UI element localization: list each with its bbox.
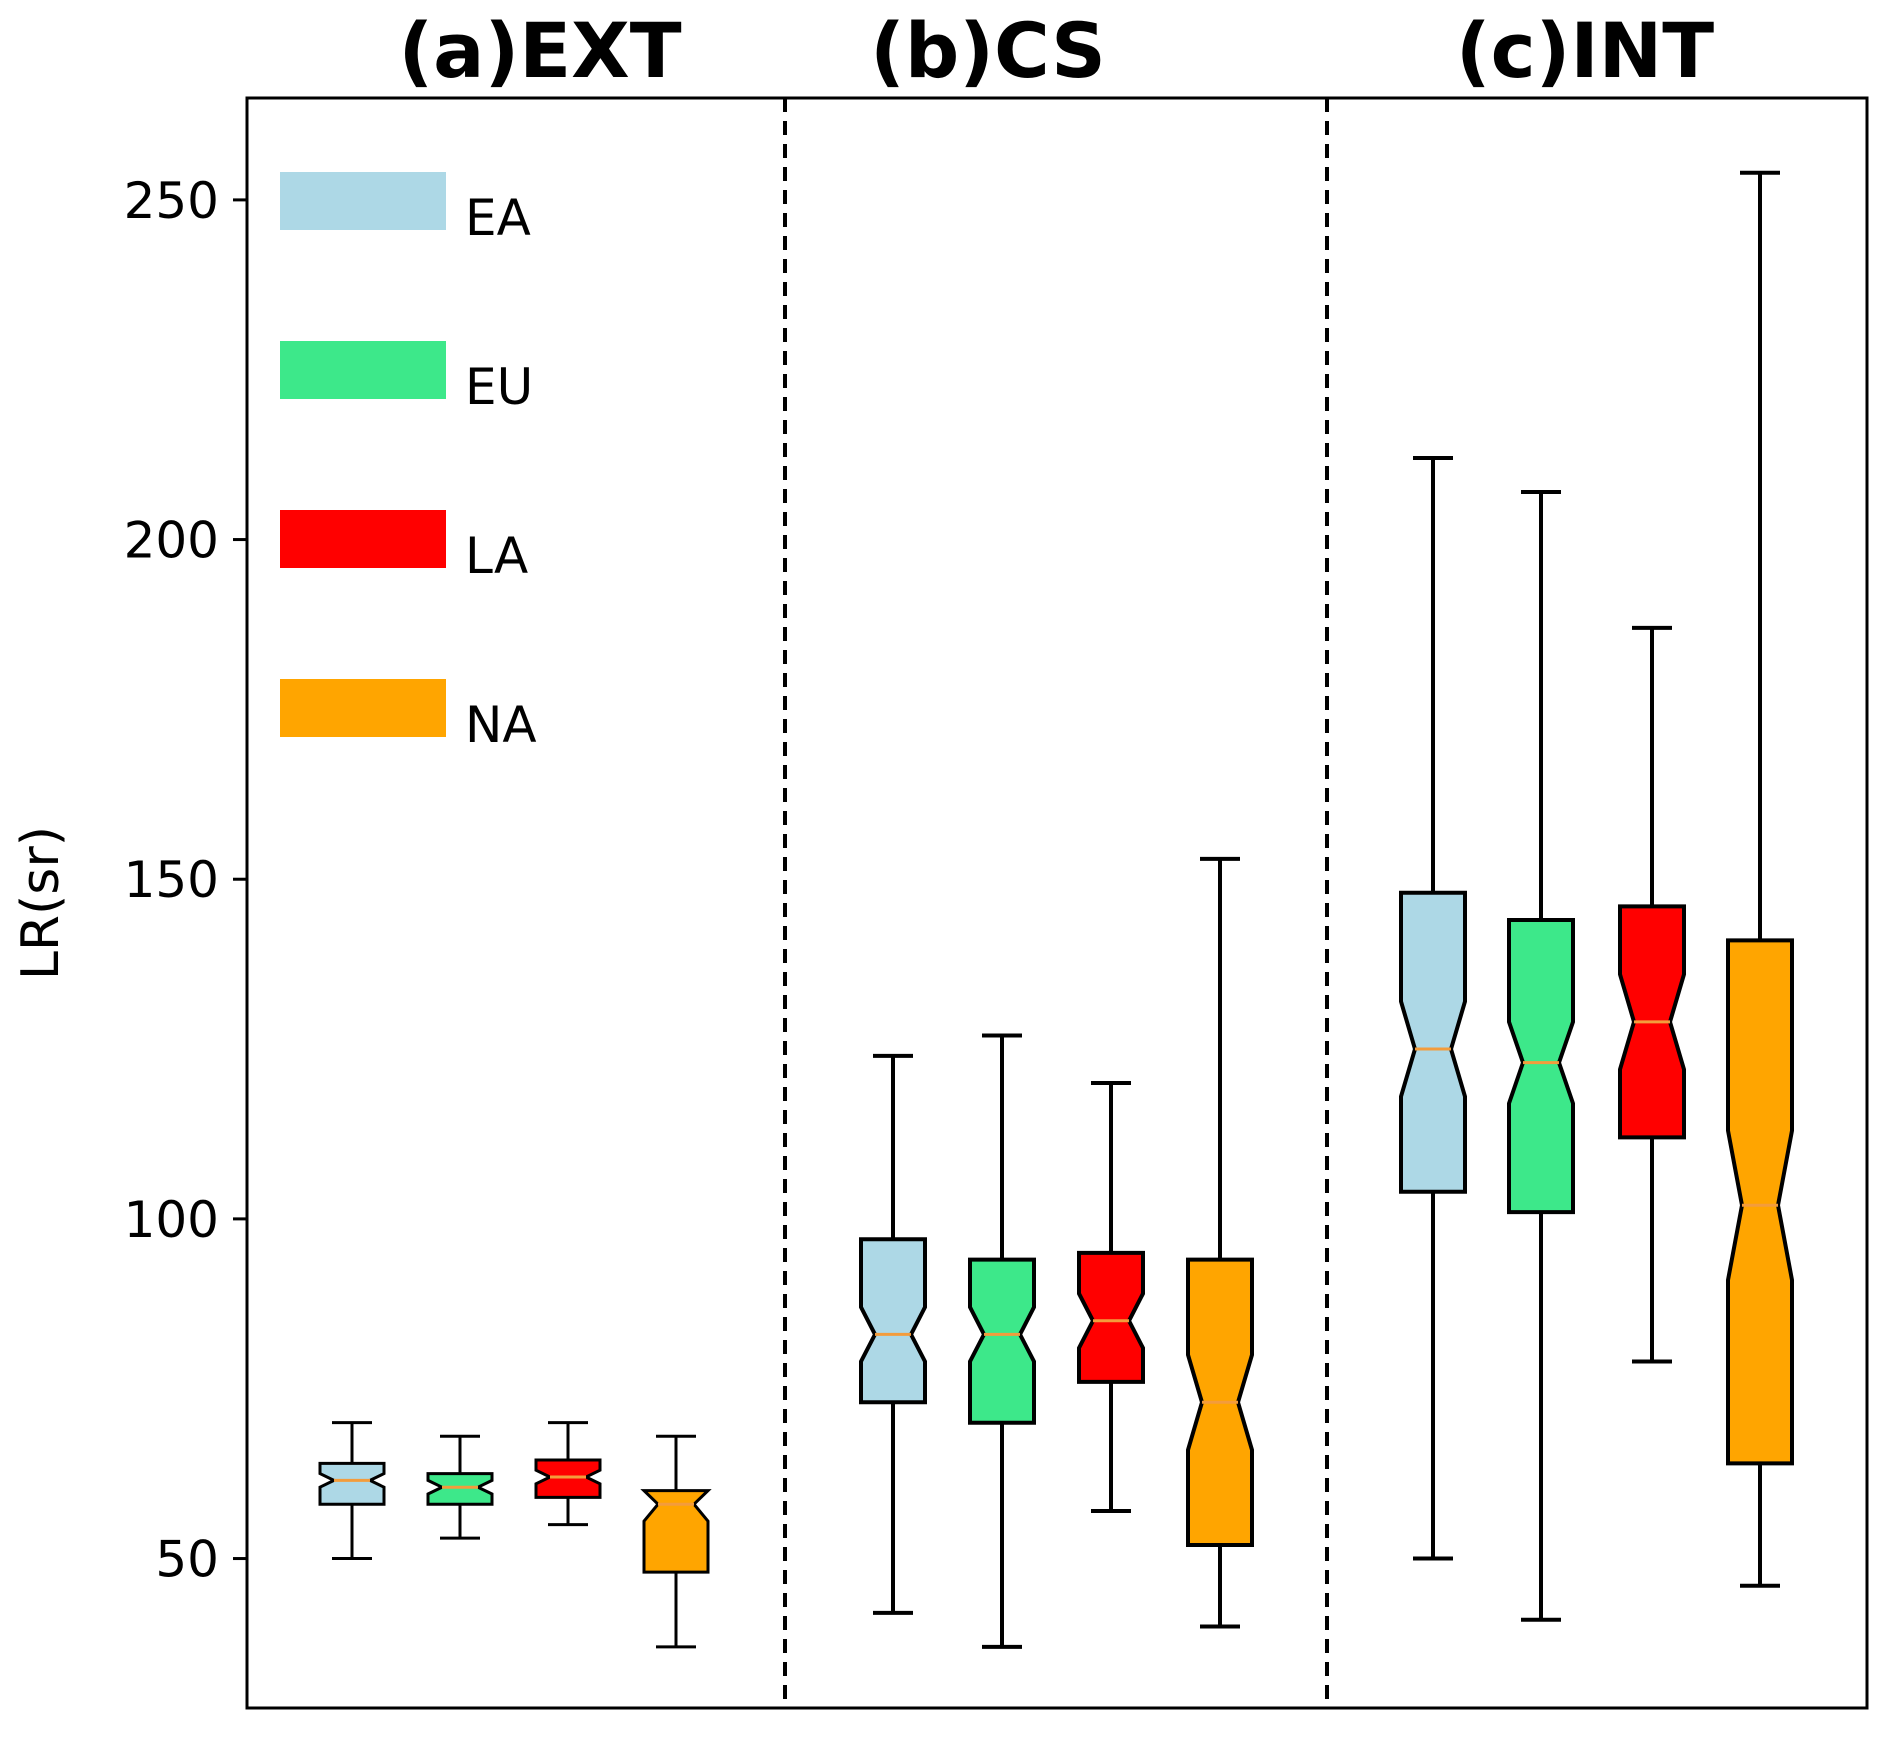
- plot-frame: [245, 96, 1869, 1710]
- legend-swatch-na: [280, 679, 446, 737]
- box-bcs-la: [1077, 1250, 1145, 1384]
- y-tick-label-50: 50: [155, 1531, 219, 1589]
- legend-label-ea: EA: [465, 189, 531, 247]
- box-cint-ea: [1399, 890, 1467, 1194]
- legend-swatch-la: [280, 510, 446, 568]
- y-tick-label-250: 250: [124, 172, 219, 230]
- y-tick-label-100: 100: [124, 1191, 219, 1249]
- box-aext-na: [640, 1489, 712, 1574]
- legend-label-eu: EU: [465, 358, 533, 416]
- panel-title-cs: (b)CS: [870, 6, 1106, 95]
- y-tick-label-200: 200: [124, 512, 219, 570]
- panel-title-ext: (a)EXT: [398, 6, 681, 95]
- panel-title-int: (c)INT: [1456, 6, 1714, 95]
- box-aext-la: [534, 1458, 602, 1499]
- legend-label-na: NA: [465, 696, 537, 754]
- boxes: [318, 170, 1794, 1649]
- box-bcs-eu: [968, 1257, 1036, 1425]
- y-axis-label: LR(sr): [11, 826, 71, 980]
- y-tick-label-150: 150: [124, 851, 219, 909]
- panel-titles: (a)EXT (b)CS (c)INT: [398, 6, 1714, 95]
- legend-swatch-ea: [280, 172, 446, 230]
- box-bcs-ea: [859, 1237, 927, 1405]
- legend-label-la: LA: [465, 527, 528, 585]
- legend-swatch-eu: [280, 341, 446, 399]
- legend: EA EU LA NA: [280, 172, 537, 754]
- box-cint-na: [1726, 938, 1794, 1466]
- y-axis-ticks: 50 100 150 200 250: [124, 172, 247, 1589]
- box-aext-eu: [426, 1472, 494, 1506]
- box-aext-ea: [318, 1461, 386, 1506]
- box-cint-eu: [1507, 918, 1575, 1215]
- axes-border: [245, 96, 1869, 1710]
